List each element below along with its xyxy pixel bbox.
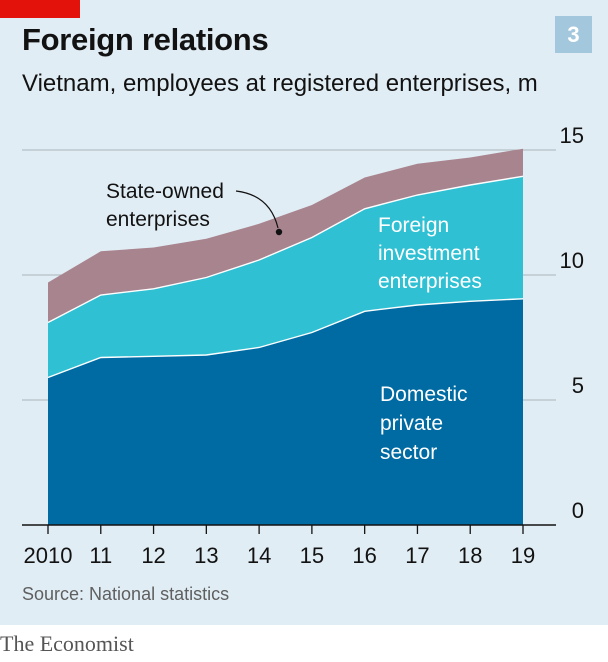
area-chart: 2010 11 12 13 14 15 16 17 18 19 0 5 10 15 State-owned e… (22, 123, 584, 568)
x-tick-label: 15 (300, 543, 324, 568)
y-tick-label: 15 (560, 123, 584, 148)
series-boundary-line (47, 175, 524, 324)
y-tick-label: 10 (560, 248, 584, 273)
chart-number-badge: 3 (555, 16, 592, 53)
series-boundary-line (47, 298, 524, 379)
x-tick-label: 19 (511, 543, 535, 568)
series-label: State-owned (106, 180, 224, 203)
series-area-1 (48, 176, 523, 378)
label-leader-line (235, 190, 279, 229)
source-note: Source: National statistics (22, 584, 230, 604)
series-label: Foreign (378, 214, 449, 237)
x-tick-label: 16 (352, 543, 376, 568)
series-label: investment (378, 242, 480, 265)
series-label: enterprises (106, 208, 210, 231)
series-label: private (380, 412, 443, 435)
label-leader-dot (275, 228, 283, 236)
series-area-0 (48, 298, 523, 525)
brand-logo: The Economist (0, 631, 134, 656)
series-label: sector (380, 441, 437, 464)
chart-title: Foreign relations (22, 22, 269, 57)
x-tick-label: 17 (405, 543, 429, 568)
series-area-2 (48, 148, 523, 323)
x-tick-label: 2010 (24, 543, 73, 568)
series-label: enterprises (378, 270, 482, 293)
y-tick-label: 0 (572, 498, 584, 523)
x-tick-label: 11 (89, 543, 112, 568)
x-tick-label: 12 (141, 543, 165, 568)
x-tick-label: 18 (458, 543, 482, 568)
x-tick-label: 14 (247, 543, 271, 568)
x-tick-label: 13 (194, 543, 218, 568)
brand-red-tag (0, 0, 80, 18)
series-label: Domestic (380, 383, 468, 406)
chart-subtitle: Vietnam, employees at registered enterpr… (22, 70, 538, 97)
y-tick-label: 5 (572, 373, 584, 398)
